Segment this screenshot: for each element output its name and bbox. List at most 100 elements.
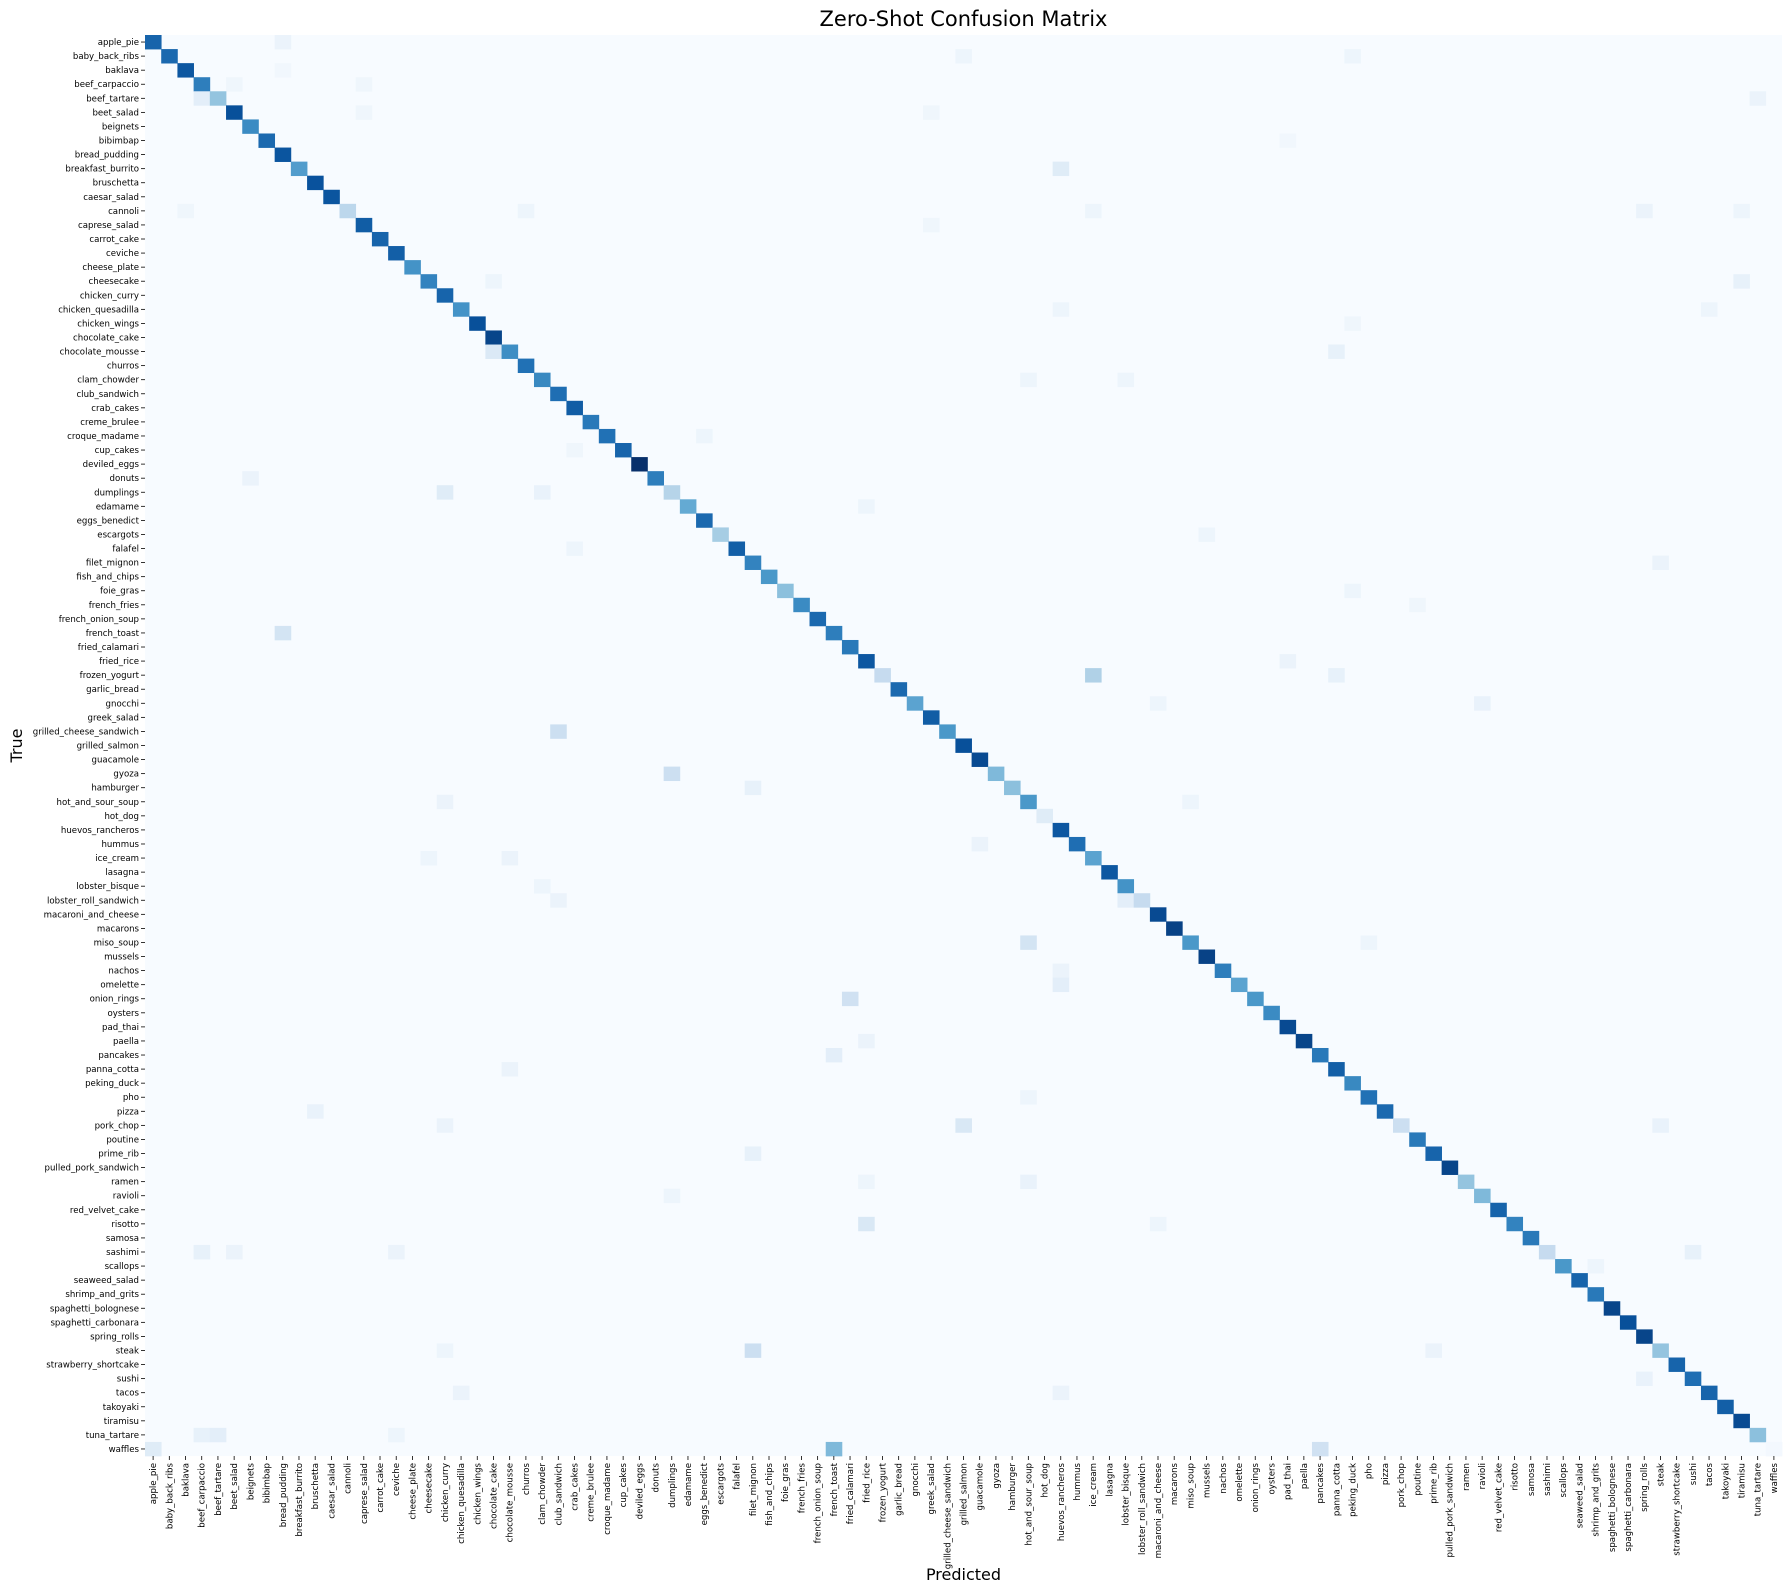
heatmap-cell — [1733, 274, 1750, 289]
heatmap-cell — [1182, 794, 1199, 810]
x-tick-label: bibimbap — [263, 1463, 273, 1503]
y-tick-label: huevos_rancheros — [61, 826, 140, 836]
heatmap-cell — [436, 1118, 454, 1133]
x-tick-label: fried_rice — [862, 1463, 872, 1503]
x-tick-label: baklava — [182, 1463, 192, 1497]
heatmap-cell — [1149, 1216, 1167, 1232]
y-tick-label: edamame — [96, 502, 139, 512]
y-tick-label: fish_and_chips — [76, 573, 139, 583]
x-tick-label: shrimp_and_grits — [1592, 1462, 1602, 1536]
heatmap-cell — [485, 344, 502, 359]
heatmap-cell — [242, 119, 259, 134]
heatmap-cell — [841, 991, 859, 1007]
heatmap-cell — [533, 879, 551, 894]
heatmap-cell — [274, 147, 292, 162]
heatmap-cell — [566, 443, 583, 458]
y-tick-label: french_onion_soup — [59, 615, 139, 625]
x-tick-label: spring_rolls — [1640, 1462, 1650, 1511]
x-tick-label: escargots — [716, 1462, 726, 1504]
y-tick-label: ice_cream — [95, 854, 139, 864]
x-tick-label: baby_back_ribs — [165, 1462, 175, 1529]
y-tick-label: falafel — [112, 545, 139, 555]
y-tick-label: steak — [116, 1346, 139, 1356]
x-tick-label: pulled_pork_sandwich — [1446, 1463, 1456, 1557]
x-tick-label: macaroni_and_cheese — [1154, 1463, 1164, 1558]
heatmap-cell — [1393, 1118, 1410, 1133]
heatmap-cell — [388, 1427, 405, 1443]
heatmap-cell — [1166, 921, 1183, 936]
heatmap-cell — [744, 1343, 762, 1358]
x-tick-label: cannoli — [344, 1463, 354, 1494]
heatmap-cell — [1263, 1005, 1280, 1021]
x-axis-label: Predicted — [926, 1565, 1001, 1584]
y-tick-label: chicken_wings — [77, 319, 139, 329]
x-tick-label: beef_tartare — [214, 1463, 224, 1516]
y-tick-label: hot_and_sour_soup — [57, 798, 139, 808]
heatmap-cell — [1085, 668, 1102, 683]
heatmap-cell — [1538, 1244, 1556, 1260]
y-tick-label: club_sandwich — [76, 390, 139, 400]
heatmap-cell — [1036, 808, 1053, 824]
x-tick-label: panna_cotta — [1332, 1463, 1342, 1516]
x-tick-label: tuna_tartare — [1754, 1463, 1764, 1516]
y-tick-label: garlic_bread — [86, 685, 139, 695]
y-tick-label: caprese_salad — [78, 221, 139, 231]
y-tick-label: chicken_curry — [80, 291, 139, 301]
heatmap-cell — [663, 766, 681, 782]
y-tick-label: lasagna — [105, 868, 139, 878]
heatmap-cell — [1636, 1371, 1653, 1386]
heatmap-cell — [274, 625, 292, 641]
y-tick-label: mussels — [104, 953, 139, 963]
x-tick-label: chicken_curry — [441, 1463, 451, 1522]
heatmap-cell — [1214, 963, 1232, 978]
heatmap-cell — [1733, 1413, 1750, 1429]
y-tick-label: peking_duck — [85, 1079, 139, 1089]
y-tick-label: hamburger — [91, 784, 139, 794]
heatmap-cell — [1636, 1329, 1653, 1344]
heatmap-cell — [1328, 344, 1345, 359]
heatmap-cell — [452, 1385, 470, 1401]
heatmap-cell — [355, 105, 373, 120]
x-tick-label: paella — [1300, 1463, 1310, 1489]
heatmap-cell — [1085, 203, 1102, 219]
heatmap-cell — [825, 1441, 843, 1457]
y-tick-label: chicken_quesadilla — [58, 305, 139, 315]
y-tick-label: pulled_pork_sandwich — [45, 1164, 139, 1174]
heatmap-cell — [1279, 133, 1297, 148]
heatmap-cell — [1684, 1244, 1702, 1260]
x-tick-label: grilled_cheese_sandwich — [943, 1463, 953, 1569]
y-tick-label: carrot_cake — [89, 235, 139, 245]
heatmap-cell — [452, 302, 470, 317]
y-tick-label: tiramisu — [104, 1417, 139, 1427]
heatmap-cell — [858, 499, 875, 514]
x-tick-label: eggs_benedict — [700, 1462, 710, 1525]
y-tick-label: panna_cotta — [86, 1065, 139, 1075]
x-tick-label: scallops — [1559, 1462, 1569, 1497]
heatmap-cell — [955, 738, 972, 753]
y-tick-label: filet_mignon — [86, 559, 139, 569]
x-tick-label: fried_calamari — [846, 1463, 856, 1524]
heatmap-cell — [1198, 527, 1216, 542]
heatmap-cell — [809, 611, 827, 627]
y-tick-label: cheese_plate — [82, 263, 139, 273]
heatmap-cell — [1230, 977, 1248, 993]
heatmap-cell — [1052, 1385, 1070, 1401]
heatmap-cell — [971, 836, 989, 852]
heatmap-cell — [1700, 1385, 1718, 1401]
heatmap-cell — [1765, 1441, 1783, 1457]
y-tick-label: seaweed_salad — [74, 1276, 139, 1286]
y-tick-label: bruschetta — [93, 179, 139, 189]
heatmap-cell — [209, 91, 227, 106]
y-tick-label: pork_chop — [95, 1121, 139, 1131]
x-tick-label: churros — [522, 1462, 532, 1495]
heatmap-cell — [1619, 1315, 1637, 1330]
y-tick-label: hummus — [101, 840, 139, 850]
y-tick-label: french_fries — [89, 601, 140, 611]
heatmap-cell — [469, 316, 486, 331]
heatmap-cell — [1474, 696, 1491, 711]
heatmap-cell — [323, 189, 340, 205]
heatmap-cell — [1506, 1216, 1524, 1232]
x-tick-label: onion_rings — [1251, 1462, 1261, 1512]
heatmap-cell — [1004, 780, 1021, 796]
heatmap-cell — [355, 217, 373, 233]
